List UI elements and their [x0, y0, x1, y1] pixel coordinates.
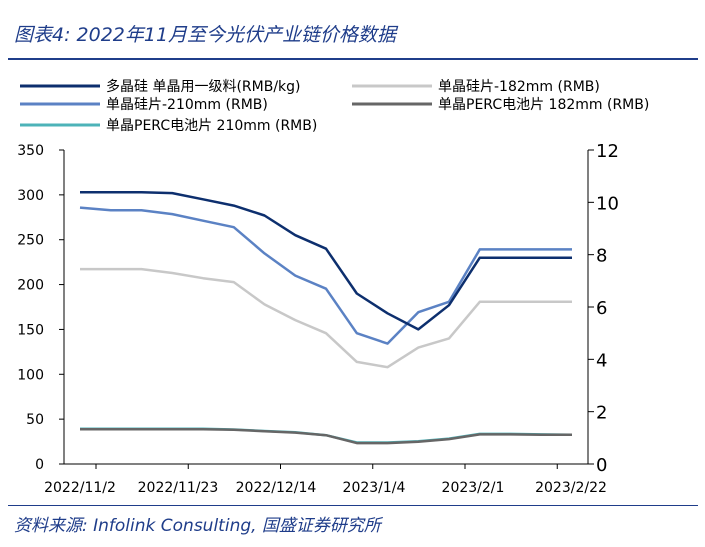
y-right-tick-label: 0: [596, 455, 607, 476]
source-note: 资料来源: Infolink Consulting, 国盛证券研究所: [14, 516, 381, 536]
legend: 多晶硅 单晶用一级料(RMB/kg) 单晶硅片-182mm (RMB) 单晶硅片-2…: [20, 78, 649, 134]
x-tick-label: 2023/2/22: [535, 480, 607, 496]
y-right-tick-label: 4: [596, 350, 607, 371]
figure-title: 图表4: 2022年11月至今光伏产业链价格数据: [14, 24, 397, 46]
y-left-tick-label: 200: [17, 278, 44, 294]
x-tick-label: 2022/11/23: [138, 480, 219, 496]
legend-label-5: 单晶PERC电池片 210mm (RMB): [106, 118, 317, 134]
axes: 0 50 100 150 200 250 300 350 0 2 4 6 8 10 12 2022/11/2 2…: [17, 141, 619, 496]
legend-label-4: 单晶PERC电池片 182mm (RMB): [438, 97, 649, 113]
x-tick-label: 2023/2/1: [442, 480, 505, 496]
y-left-tick-label: 0: [35, 457, 44, 473]
y-right-tick-label: 2: [596, 403, 607, 424]
y-left-tick-label: 250: [17, 233, 44, 249]
y-right-tick-label: 8: [596, 246, 607, 267]
legend-label-3: 单晶硅片-210mm (RMB): [106, 97, 268, 113]
price-line-chart: 多晶硅 单晶用一级料(RMB/kg) 单晶硅片-182mm (RMB) 单晶硅片-2…: [17, 78, 649, 496]
y-right-tick-label: 10: [596, 193, 619, 214]
y-left-tick-label: 50: [26, 412, 44, 428]
source-divider: [8, 505, 698, 506]
y-left-tick-label: 300: [17, 188, 44, 204]
legend-label-1: 多晶硅 单晶用一级料(RMB/kg): [106, 78, 301, 95]
x-tick-label: 2022/12/14: [236, 480, 317, 496]
y-left-tick-label: 350: [17, 143, 44, 159]
title-divider: [8, 58, 698, 60]
y-left-tick-label: 100: [17, 367, 44, 383]
x-tick-label: 2023/1/4: [343, 480, 406, 496]
series-line-4: [80, 427, 572, 445]
series-lines: [79, 190, 573, 445]
y-right-tick-label: 12: [596, 141, 619, 162]
series-line-1: [80, 190, 572, 331]
legend-label-2: 单晶硅片-182mm (RMB): [438, 79, 600, 95]
y-right-tick-label: 6: [596, 298, 607, 319]
x-tick-label: 2022/11/2: [44, 480, 116, 496]
y-left-tick-label: 150: [17, 322, 44, 338]
series-line-3: [79, 206, 572, 345]
series-line-2: [80, 267, 572, 369]
